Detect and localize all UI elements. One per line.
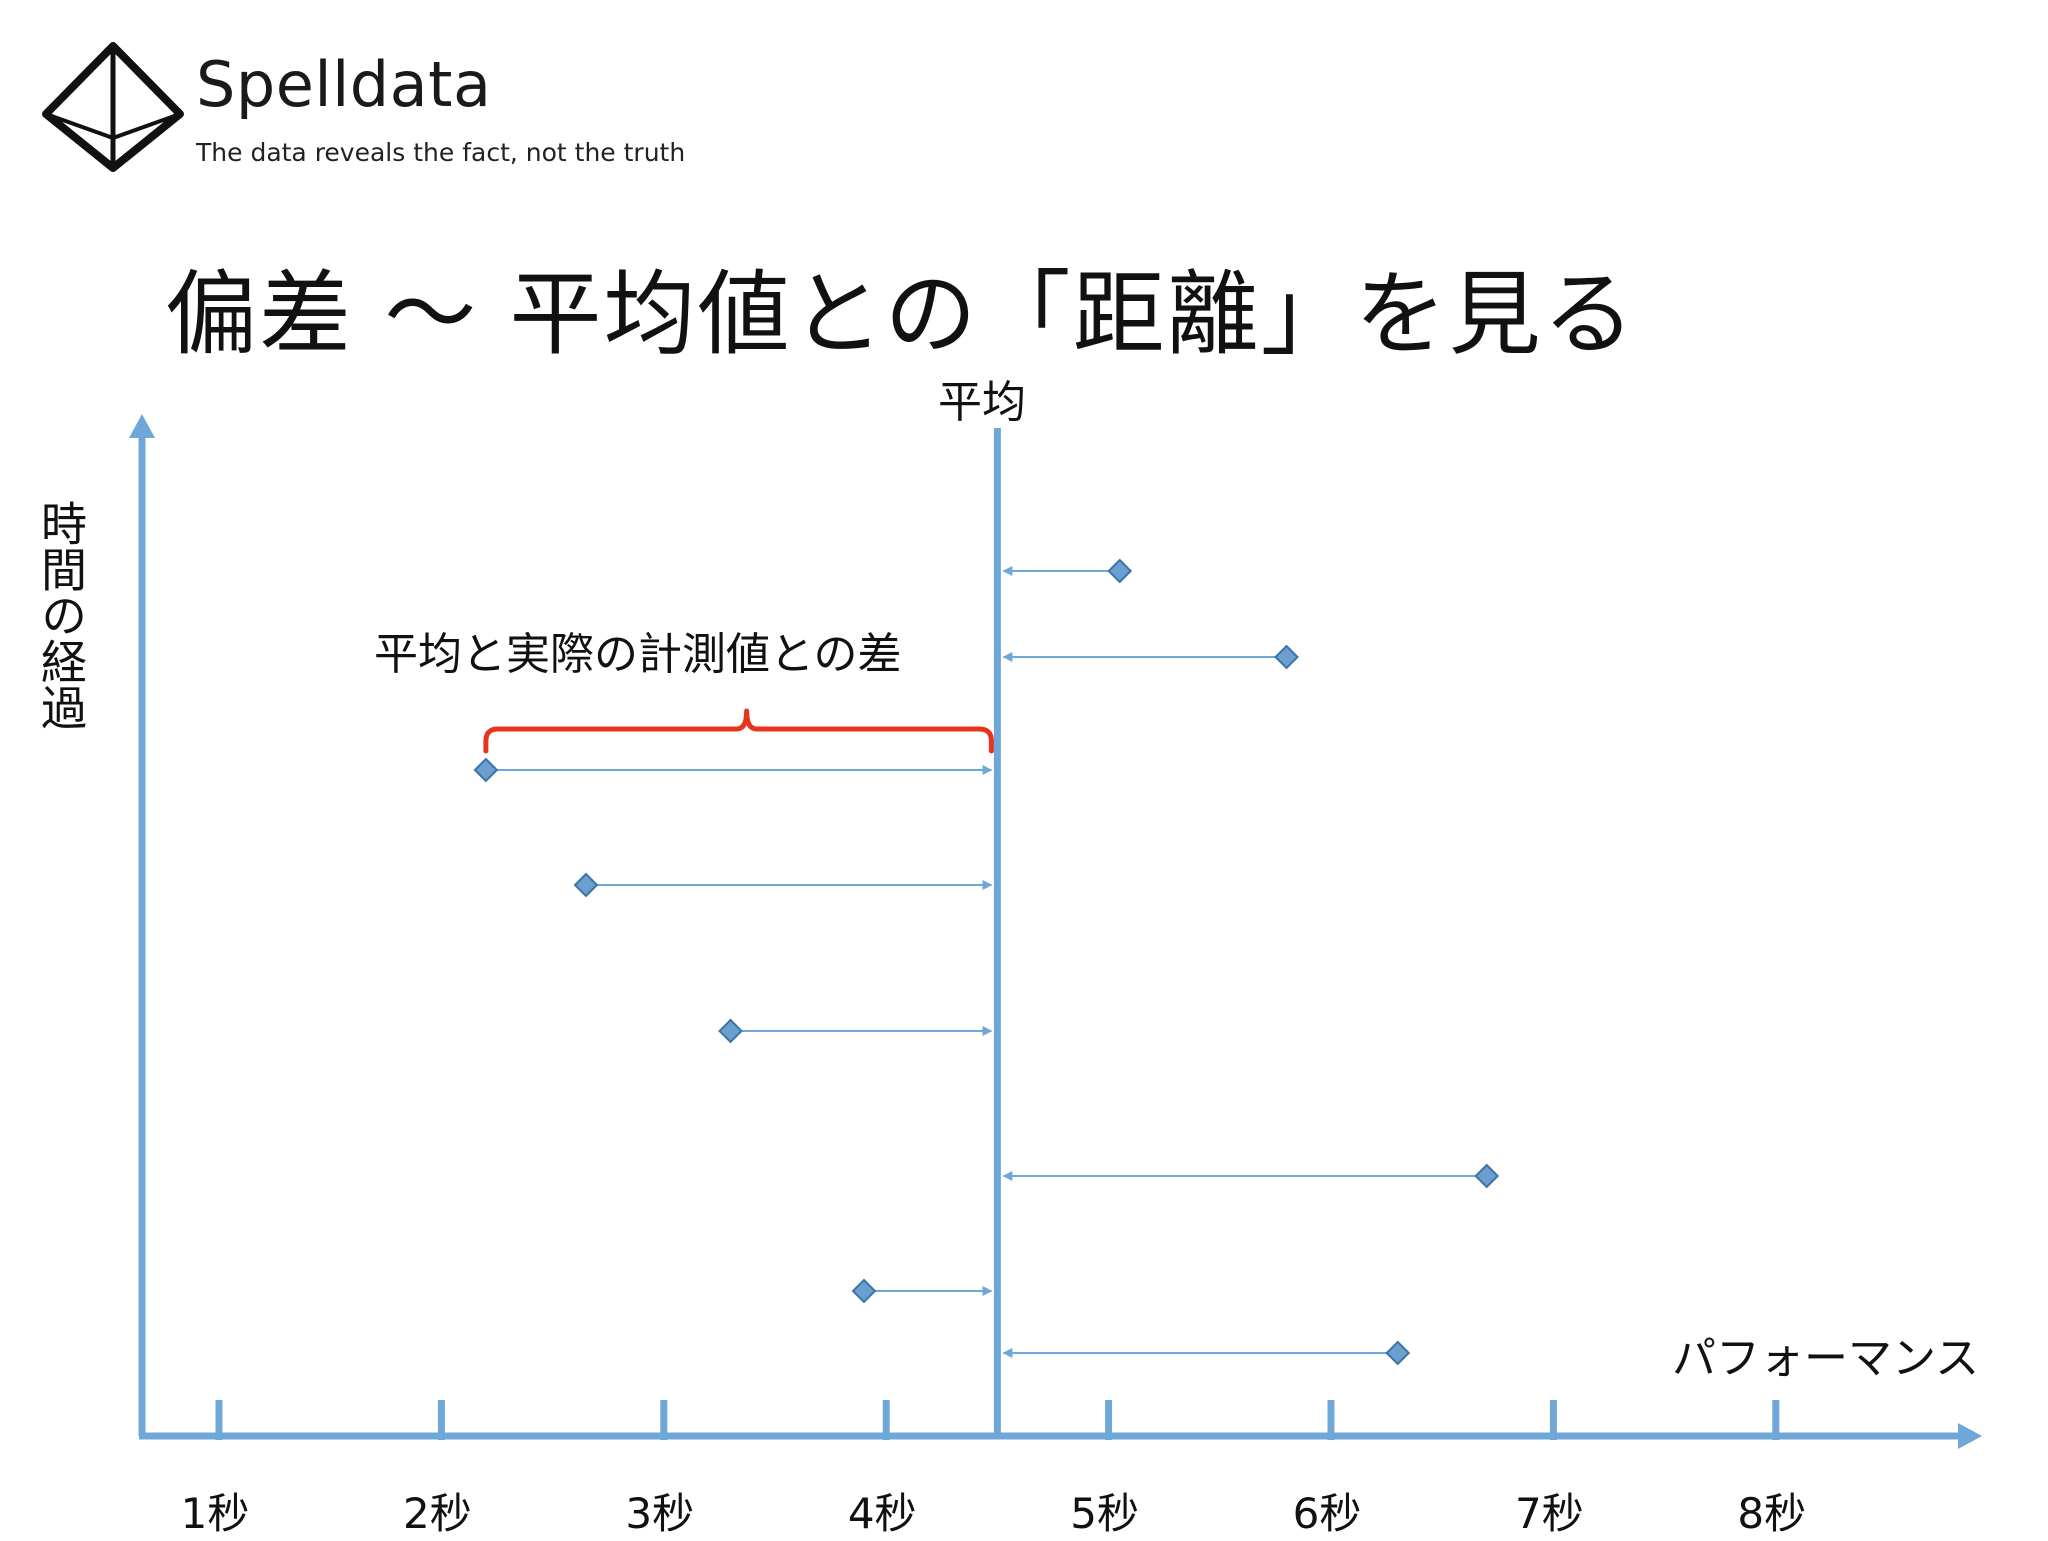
data-point-1 bbox=[1107, 558, 1133, 584]
slide-title: 偏差 ～ 平均値との「距離」を見る bbox=[165, 261, 1637, 368]
y-axis-arrowhead bbox=[129, 414, 155, 438]
x-tick-label-2: 2秒 bbox=[403, 1489, 472, 1538]
y-axis-label: 時間の経過 bbox=[34, 500, 88, 730]
brand-name: Spelldata bbox=[196, 48, 492, 121]
data-point-7 bbox=[851, 1278, 877, 1304]
x-tick-label-3: 3秒 bbox=[625, 1489, 695, 1538]
x-ticks bbox=[215, 1400, 1780, 1440]
x-tick-label-8: 8秒 bbox=[1737, 1489, 1807, 1538]
axes bbox=[129, 414, 1982, 1449]
data-point-6 bbox=[1474, 1163, 1500, 1189]
spelldata-logo-icon bbox=[42, 42, 184, 172]
x-tick-label-1: 1秒 bbox=[180, 1489, 250, 1538]
deviation-annotation: 平均と実際の計測値との差 bbox=[374, 629, 902, 680]
brand-tagline: The data reveals the fact, not the truth bbox=[196, 138, 686, 167]
data-point-8 bbox=[1385, 1340, 1411, 1366]
x-tick-label-7: 7秒 bbox=[1515, 1489, 1584, 1538]
x-tick-label-6: 6秒 bbox=[1292, 1489, 1362, 1538]
x-axis-arrowhead bbox=[1958, 1423, 1982, 1449]
x-tick-label-5: 5秒 bbox=[1070, 1489, 1139, 1538]
mean-label: 平均 bbox=[938, 377, 1026, 428]
deviation-brace bbox=[483, 708, 994, 754]
data-point-3 bbox=[473, 757, 499, 783]
data-point-4 bbox=[573, 872, 599, 898]
deviation-lines bbox=[485, 566, 1487, 1358]
x-axis-label: パフォーマンス bbox=[1672, 1333, 1980, 1384]
deviation-brace-path bbox=[483, 708, 994, 754]
data-point-5 bbox=[718, 1018, 743, 1044]
data-point-2 bbox=[1274, 644, 1299, 670]
x-tick-label-4: 4秒 bbox=[847, 1489, 917, 1538]
data-points bbox=[473, 558, 1500, 1366]
